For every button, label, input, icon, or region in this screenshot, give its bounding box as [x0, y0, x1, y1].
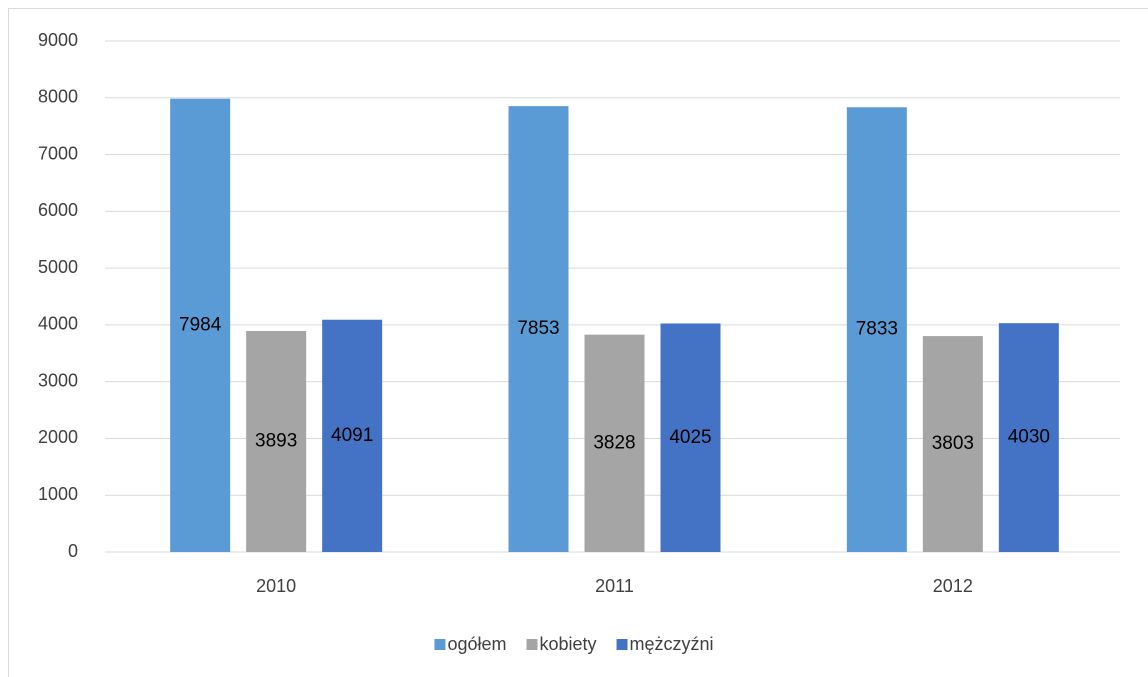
- bar: [322, 319, 383, 552]
- x-tick-label: 2011: [595, 576, 634, 596]
- y-tick-label: 6000: [38, 200, 78, 220]
- x-tick-label: 2012: [933, 576, 973, 596]
- data-label: 3828: [593, 432, 635, 453]
- y-tick-label: 3000: [38, 370, 78, 390]
- legend-swatch: [434, 639, 446, 650]
- y-tick-label: 5000: [38, 257, 78, 277]
- bar: [846, 107, 907, 552]
- data-label: 7833: [856, 319, 898, 340]
- data-label: 4030: [1008, 427, 1050, 448]
- y-tick-label: 9000: [38, 30, 78, 50]
- bar: [246, 330, 307, 552]
- bar: [508, 106, 569, 552]
- data-label: 7853: [517, 318, 559, 339]
- bar: [170, 98, 231, 553]
- y-tick-label: 2000: [38, 427, 78, 447]
- legend-label: ogółem: [447, 634, 506, 654]
- bar: [922, 336, 983, 552]
- legend-swatch: [616, 639, 628, 650]
- y-tick-label: 8000: [38, 87, 78, 107]
- chart-border: [8, 8, 1148, 677]
- data-label: 7984: [179, 314, 222, 335]
- y-tick-label: 4000: [38, 314, 78, 334]
- x-tick-label: 2010: [256, 576, 296, 596]
- bar: [660, 323, 721, 552]
- legend-label: mężczyźni: [630, 634, 714, 654]
- y-tick-label: 1000: [38, 484, 78, 504]
- y-tick-label: 7000: [38, 143, 78, 163]
- data-label: 3893: [255, 430, 297, 451]
- data-label: 4091: [331, 425, 373, 446]
- data-label: 3803: [932, 433, 974, 454]
- data-label: 4025: [669, 427, 711, 448]
- legend-label: kobiety: [539, 634, 596, 654]
- bar: [998, 323, 1059, 552]
- bar: [584, 334, 645, 552]
- y-tick-label: 0: [68, 541, 78, 561]
- legend-swatch: [526, 639, 538, 650]
